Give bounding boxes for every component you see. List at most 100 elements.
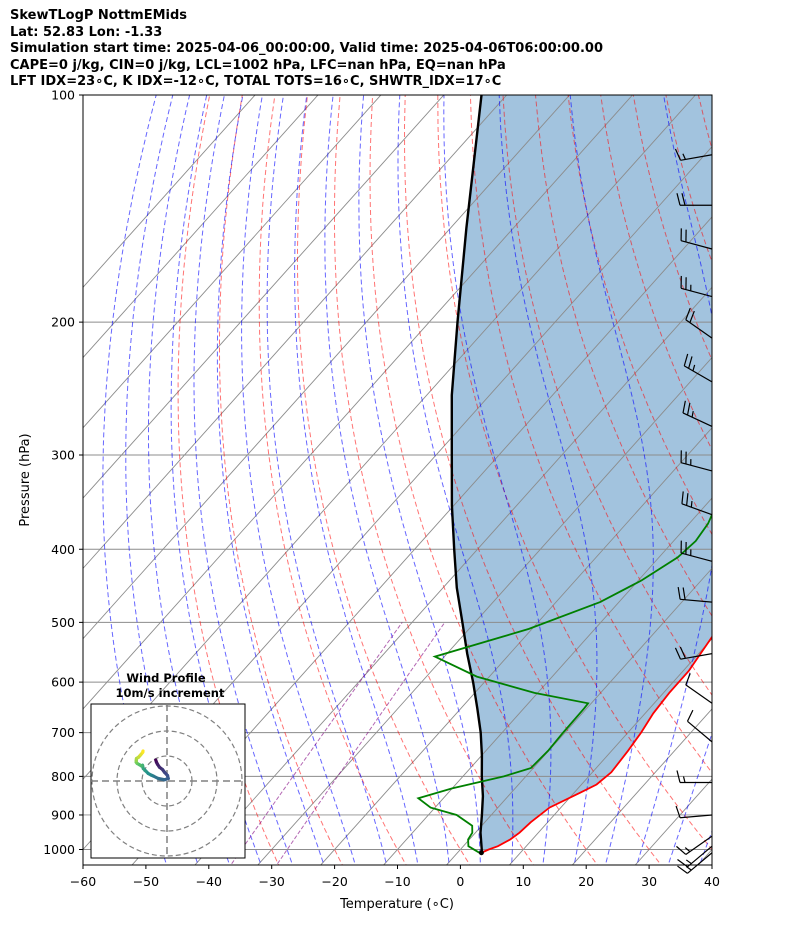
isotherm-line xyxy=(83,95,382,429)
isotherm-line xyxy=(383,497,712,865)
chart-title-block: SkewTLogP NottmEMids Lat: 52.83 Lon: -1.… xyxy=(10,8,603,91)
moist-adiabat xyxy=(193,95,293,863)
wind-barb xyxy=(677,586,713,603)
dry-adiabat xyxy=(786,61,794,869)
x-tick-label: −50 xyxy=(133,874,159,889)
isotherm-line xyxy=(83,95,445,499)
dry-adiabat xyxy=(369,95,599,865)
dry-adiabat-lines xyxy=(177,61,794,869)
moist-adiabat xyxy=(498,95,598,863)
isotherm-line xyxy=(83,95,571,640)
moist-adiabat xyxy=(216,95,324,863)
stability-line-1: CAPE=0 j/kg, CIN=0 j/kg, LCL=1002 hPa, L… xyxy=(10,57,506,73)
dry-adiabat xyxy=(567,95,712,536)
location-line: Lat: 52.83 Lon: -1.33 xyxy=(10,24,163,40)
x-axis: −60 −50 −40 −30 −20 −10 0 10 20 30 40 xyxy=(70,865,720,889)
x-tick-label: −10 xyxy=(384,874,410,889)
dry-adiabat xyxy=(403,95,662,865)
isotherm-line xyxy=(257,356,712,865)
moist-adiabat xyxy=(241,95,355,863)
x-tick-label: 0 xyxy=(456,874,464,889)
y-axis-label: Pressure (hPa) xyxy=(18,433,33,526)
wind-barb xyxy=(680,275,713,298)
wind-barb xyxy=(685,673,713,704)
stability-line-2: LFT IDX=23∘C, K IDX=-12∘C, TOTAL TOTS=16… xyxy=(10,74,502,89)
hodograph-subtitle: 10m/s increment xyxy=(116,686,225,700)
isotherm-line xyxy=(320,427,712,865)
isotherm-line xyxy=(83,95,256,288)
moist-adiabat xyxy=(397,95,514,863)
y-tick-label: 100 xyxy=(51,88,75,103)
cin-area xyxy=(451,95,712,853)
y-tick-label: 600 xyxy=(51,675,75,690)
x-tick-label: 10 xyxy=(515,874,531,889)
wind-barb xyxy=(685,307,713,339)
wind-barb xyxy=(676,835,713,855)
x-tick-label: 20 xyxy=(578,874,594,889)
x-tick-label: −60 xyxy=(70,874,96,889)
x-tick-label: 30 xyxy=(641,874,657,889)
wind-barb xyxy=(677,845,713,868)
dry-adiabat xyxy=(469,95,712,774)
dry-adiabat xyxy=(437,95,712,851)
wind-barb xyxy=(682,400,713,428)
wind-barb xyxy=(674,646,713,660)
wind-barb xyxy=(686,709,713,743)
moist-adiabat xyxy=(443,95,552,863)
moist-adiabat xyxy=(324,95,450,863)
dry-adiabat xyxy=(258,95,407,865)
y-axis: 1000 900 800 700 600 500 400 300 200 100 xyxy=(43,88,83,857)
dry-adiabat xyxy=(334,95,535,865)
wind-barb xyxy=(681,491,713,516)
isotherm-line xyxy=(83,95,634,710)
moist-adiabat xyxy=(637,95,712,863)
dry-adiabat xyxy=(723,61,794,869)
wind-barb xyxy=(675,805,713,819)
y-tick-label: 800 xyxy=(51,769,75,784)
x-axis-label: Temperature (∘C) xyxy=(339,897,454,912)
wind-barbs xyxy=(674,148,713,874)
y-tick-label: 300 xyxy=(51,447,75,462)
chart-title: SkewTLogP NottmEMids xyxy=(10,8,188,23)
x-tick-label: 40 xyxy=(704,874,720,889)
wind-barb xyxy=(674,148,713,161)
dry-adiabat xyxy=(219,95,343,865)
time-line: Simulation start time: 2025-04-06_00:00:… xyxy=(10,41,603,56)
isotherm-lines xyxy=(83,95,712,865)
dewpoint-line xyxy=(416,512,712,854)
y-tick-label: 900 xyxy=(51,807,75,822)
isotherm-line xyxy=(508,637,712,865)
isotherm-line xyxy=(83,95,508,570)
x-tick-label: −20 xyxy=(321,874,347,889)
temperature-line xyxy=(481,635,712,854)
y-tick-label: 500 xyxy=(51,615,75,630)
dry-adiabat xyxy=(534,95,712,617)
moist-adiabat xyxy=(569,95,654,863)
x-tick-label: −30 xyxy=(259,874,285,889)
hodograph-title: Wind Profile xyxy=(126,671,206,685)
y-tick-label: 200 xyxy=(51,315,75,330)
dry-adiabat xyxy=(755,61,794,869)
wind-barb xyxy=(683,353,713,383)
surface-parcel-marker xyxy=(478,850,484,856)
isotherm-line xyxy=(83,95,319,359)
moist-adiabat xyxy=(266,95,387,863)
wind-barb xyxy=(680,228,713,250)
moist-adiabat xyxy=(700,829,712,863)
mixing-ratio-lines xyxy=(230,622,446,865)
dry-adiabat xyxy=(297,95,471,865)
wind-barb xyxy=(676,770,712,784)
isotherm-line xyxy=(571,708,712,865)
wind-barb xyxy=(676,193,712,206)
y-tick-label: 400 xyxy=(51,542,75,557)
cin-shading xyxy=(451,95,712,853)
x-tick-label: −40 xyxy=(196,874,222,889)
moist-adiabat-lines xyxy=(102,95,712,863)
wind-barb xyxy=(680,450,713,472)
dry-adiabat xyxy=(502,95,712,696)
wind-barb xyxy=(680,540,713,562)
moist-adiabat xyxy=(668,731,712,863)
parcel-profile-line xyxy=(450,95,485,853)
dry-adiabat xyxy=(177,95,280,865)
